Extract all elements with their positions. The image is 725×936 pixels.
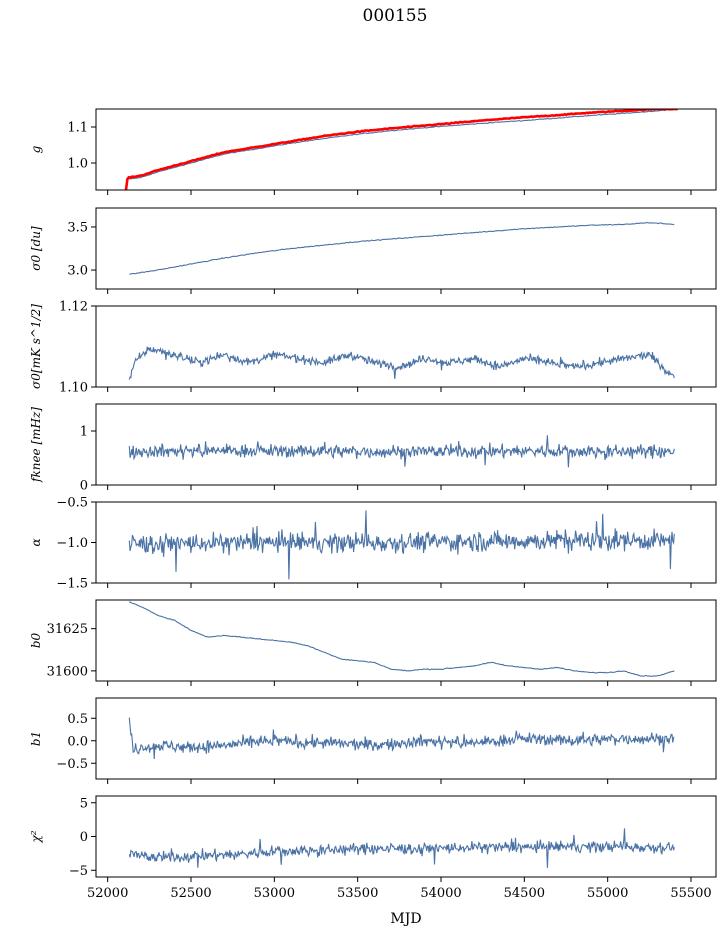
panel-6: 31600 31625 b0: [29, 599, 717, 686]
series-line-1: [128, 828, 675, 868]
series-line-1: [128, 717, 675, 760]
plot-frame: [95, 795, 717, 878]
y-tick-label: 1.1: [67, 121, 88, 136]
series-line-1: [129, 601, 675, 677]
y-axis-label: σ0[mK s^1/2]: [29, 304, 43, 389]
panel-4: 0 1 fknee [mHz]: [29, 403, 717, 494]
x-tick-label: 52000: [87, 886, 128, 901]
plot-frame: [95, 403, 717, 486]
series-line-1: [129, 109, 675, 180]
x-tick-label: 53500: [337, 886, 378, 901]
y-axis-label: σ0 [du]: [29, 226, 43, 271]
y-tick-label: 0.0: [67, 734, 88, 749]
figure-title: 000155: [362, 6, 428, 26]
x-tick-label: 54500: [504, 886, 545, 901]
y-tick-label: 1.12: [59, 300, 88, 315]
series-line-1: [129, 221, 675, 275]
y-tick-label: 31600: [47, 664, 88, 679]
panel-2: 3.0 3.5 σ0 [du]: [29, 207, 717, 294]
plot-frame: [95, 207, 717, 290]
y-tick-label: 1.10: [59, 381, 88, 396]
panel-5: −1.5 −1.0 −0.5 α: [29, 496, 717, 592]
x-tick-label: 54000: [420, 886, 461, 901]
panel-7: −0.5 0.0 0.5 b1: [29, 697, 717, 784]
series-line-1: [128, 510, 675, 580]
y-tick-label: −0.5: [56, 496, 88, 511]
y-tick-label: 0: [80, 479, 88, 494]
y-tick-label: 0.5: [67, 712, 88, 727]
y-tick-label: 3.5: [67, 220, 88, 235]
y-tick-label: 3.0: [67, 264, 88, 279]
x-tick-label: 53000: [254, 886, 295, 901]
x-tick-label: 55500: [670, 886, 711, 901]
y-tick-label: 0: [80, 830, 88, 845]
x-tick-label: 55000: [587, 886, 628, 901]
y-tick-label: −0.5: [56, 757, 88, 772]
y-axis-label: g: [29, 145, 43, 153]
plot-frame: [95, 599, 717, 682]
x-tick-label: 52500: [170, 886, 211, 901]
y-axis-label: fknee [mHz]: [29, 407, 43, 483]
y-tick-label: 1.0: [67, 157, 88, 172]
y-axis-label: χ²: [29, 830, 43, 843]
y-tick-label: −1.0: [56, 536, 88, 551]
x-axis-label: MJD: [390, 911, 421, 927]
y-tick-label: 5: [80, 796, 88, 811]
y-tick-label: 31625: [47, 622, 88, 637]
y-tick-label: −1.5: [56, 577, 88, 592]
plot-frame: [95, 108, 717, 191]
y-tick-label: −5: [69, 864, 88, 879]
panel-8: −5 0 5 52000 52500 53000 53500 54000 54500 55000 5…: [29, 795, 717, 901]
series-line-2: [124, 109, 678, 190]
y-axis-label: b1: [29, 731, 43, 746]
plot-frame: [95, 305, 717, 388]
series-line-1: [128, 346, 675, 380]
panel-3: 1.10 1.12 σ0[mK s^1/2]: [29, 300, 717, 396]
series-line-1: [128, 435, 675, 468]
y-tick-label: 1: [80, 425, 88, 440]
y-axis-label: b0: [29, 632, 43, 648]
y-axis-label: α: [29, 538, 43, 546]
plot-frame: [95, 697, 717, 780]
panel-1: 1.0 1.1 g: [29, 108, 717, 195]
